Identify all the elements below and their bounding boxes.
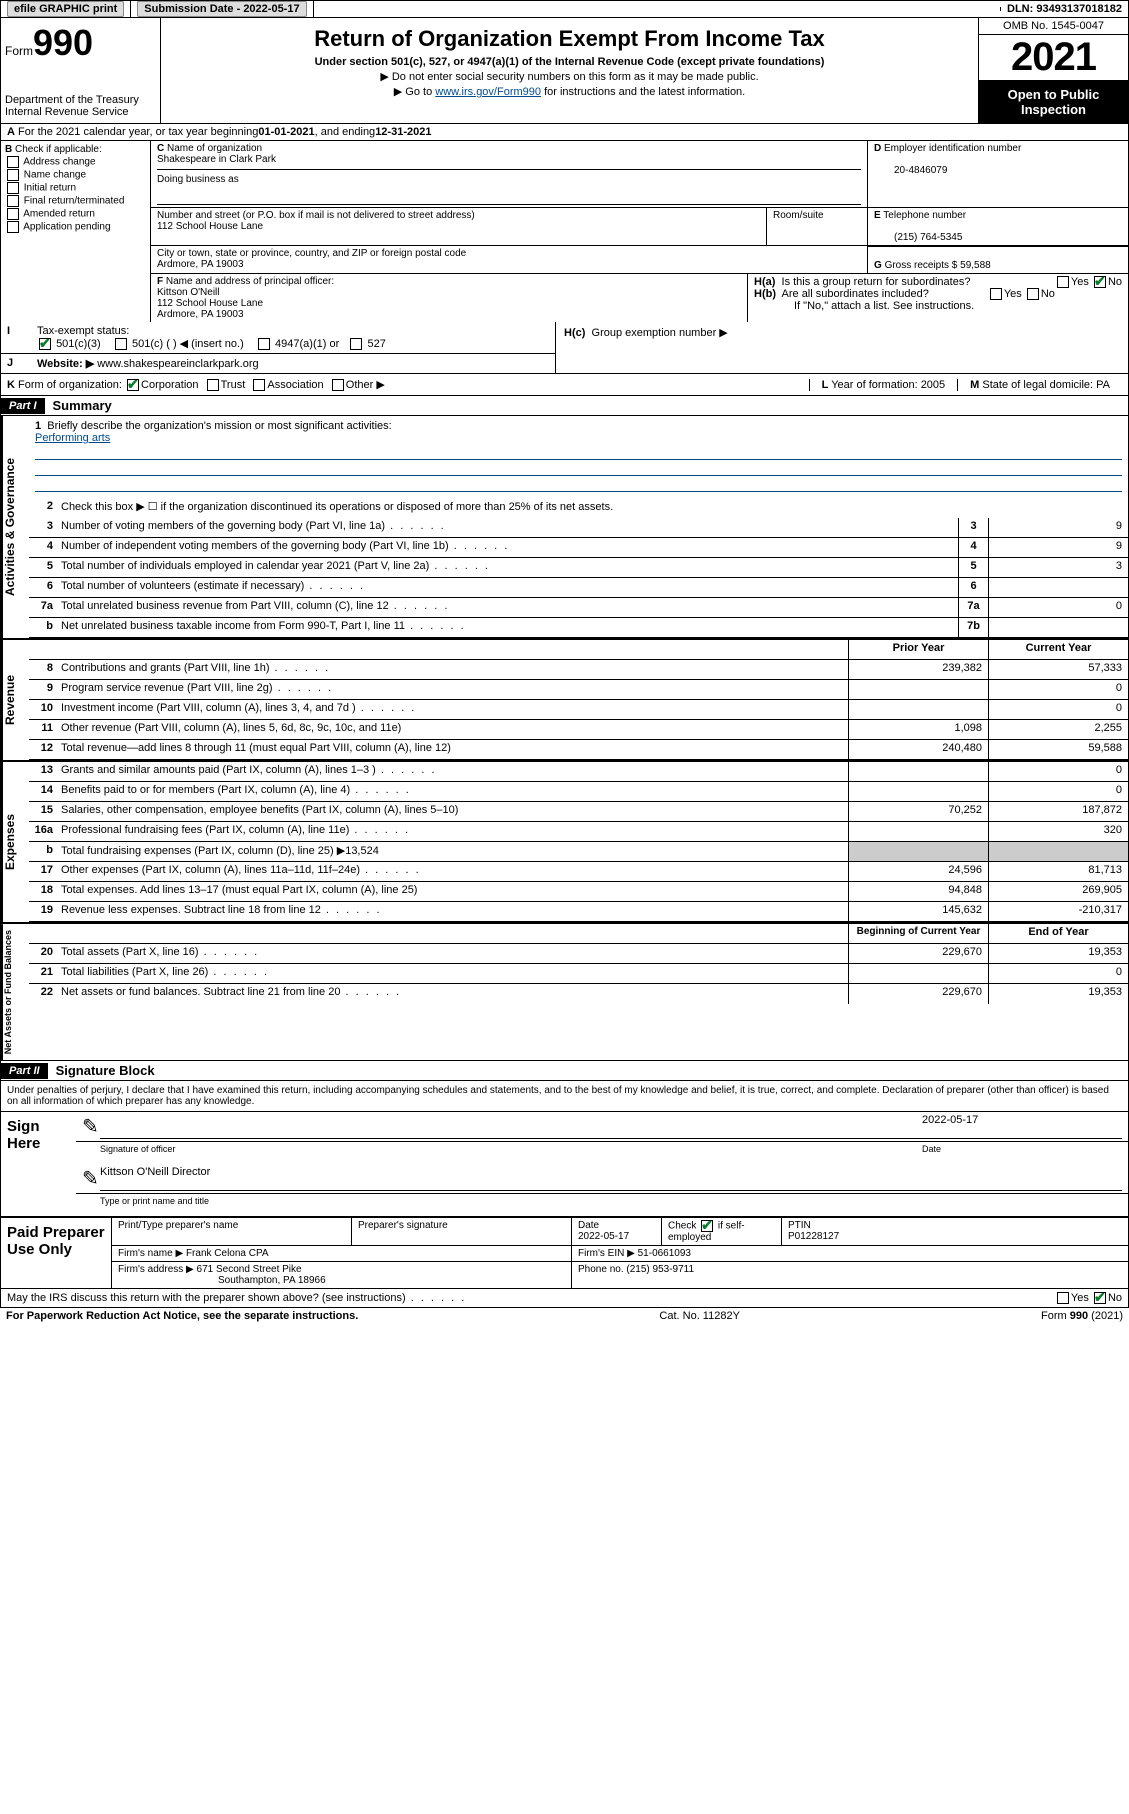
chk-corp[interactable]	[127, 379, 139, 391]
sign-here-label: Sign Here	[1, 1112, 76, 1216]
room-suite-label: Room/suite	[767, 208, 867, 245]
part1-header-row: Part I Summary	[0, 396, 1129, 416]
hb-yes[interactable]	[990, 288, 1002, 300]
phone-value: (215) 764-5345	[894, 232, 962, 243]
part1-badge: Part I	[1, 398, 45, 414]
hb-no[interactable]	[1027, 288, 1039, 300]
part2-badge: Part II	[1, 1063, 48, 1079]
officer-addr2: Ardmore, PA 19003	[157, 309, 244, 320]
line-i: I Tax-exempt status: 501(c)(3) 501(c) ( …	[1, 322, 555, 354]
v3: 9	[988, 518, 1128, 537]
submission-date-button[interactable]: Submission Date - 2022-05-17	[137, 1, 306, 17]
firm-phone: (215) 953-9711	[626, 1264, 694, 1275]
perjury-statement: Under penalties of perjury, I declare th…	[0, 1081, 1129, 1112]
irs-label: Internal Revenue Service	[5, 106, 156, 118]
firm-ein: 51-0661093	[638, 1248, 691, 1259]
form-title: Return of Organization Exempt From Incom…	[171, 26, 968, 52]
subtitle-2: ▶ Do not enter social security numbers o…	[171, 70, 968, 83]
gross-receipts: 59,588	[960, 260, 991, 271]
pra-notice: For Paperwork Reduction Act Notice, see …	[6, 1310, 358, 1322]
sidebar-expenses: Expenses	[1, 762, 29, 922]
org-name: Shakespeare in Clark Park	[157, 154, 276, 165]
sidebar-activities: Activities & Governance	[1, 416, 29, 638]
pen-icon: ✎	[82, 1114, 100, 1139]
officer-addr1: 112 School House Lane	[157, 298, 263, 309]
part2-title: Signature Block	[48, 1061, 163, 1080]
section-bcdefg: B Check if applicable: Address change Na…	[0, 141, 1129, 322]
dln-label: DLN: 93493137018182	[1001, 1, 1128, 17]
irs-link[interactable]: www.irs.gov/Form990	[435, 86, 541, 98]
chk-assoc[interactable]	[253, 379, 265, 391]
paid-preparer-label: Paid Preparer Use Only	[1, 1218, 111, 1288]
firm-addr2: Southampton, PA 18966	[218, 1275, 326, 1286]
open-public-label: Open to Public Inspection	[979, 81, 1128, 123]
efile-button[interactable]: efile GRAPHIC print	[7, 1, 124, 17]
ha-yes[interactable]	[1057, 276, 1069, 288]
top-bar: efile GRAPHIC print Submission Date - 20…	[0, 0, 1129, 18]
v6	[988, 578, 1128, 597]
form-header: Form990 Department of the Treasury Inter…	[0, 18, 1129, 124]
ptin-value: P01228127	[788, 1231, 839, 1242]
omb-label: OMB No. 1545-0047	[979, 18, 1128, 35]
chk-trust[interactable]	[207, 379, 219, 391]
ein-value: 20-4846079	[894, 165, 947, 176]
part2-header-row: Part II Signature Block	[0, 1061, 1129, 1081]
cat-no: Cat. No. 11282Y	[659, 1310, 740, 1322]
sign-here-block: Sign Here ✎ 2022-05-17 Signature of offi…	[0, 1112, 1129, 1218]
year-formation: 2005	[921, 379, 945, 391]
street-address: 112 School House Lane	[157, 221, 263, 232]
chk-initial-return[interactable]: Initial return	[5, 182, 146, 194]
v5: 3	[988, 558, 1128, 577]
box-b: B Check if applicable: Address change Na…	[1, 141, 151, 322]
chk-4947[interactable]	[258, 338, 270, 350]
may-irs-row: May the IRS discuss this return with the…	[0, 1289, 1129, 1308]
sidebar-net-assets: Net Assets or Fund Balances	[1, 924, 29, 1060]
officer-name: Kittson O'Neill	[157, 287, 220, 298]
chk-address-change[interactable]: Address change	[5, 156, 146, 168]
firm-name: Frank Celona CPA	[186, 1248, 269, 1259]
form-number: Form990	[5, 22, 156, 64]
chk-name-change[interactable]: Name change	[5, 169, 146, 181]
chk-501c3[interactable]	[39, 338, 51, 350]
subtitle-3: ▶ Go to www.irs.gov/Form990 for instruct…	[171, 85, 968, 98]
may-irs-yes[interactable]	[1057, 1292, 1069, 1304]
chk-application-pending[interactable]: Application pending	[5, 221, 146, 233]
officer-typed-name: Kittson O'Neill Director	[100, 1166, 1122, 1191]
v7b	[988, 618, 1128, 637]
part1-title: Summary	[45, 396, 120, 415]
dba-line	[157, 189, 861, 205]
subtitle-1: Under section 501(c), 527, or 4947(a)(1)…	[315, 56, 825, 68]
v4: 9	[988, 538, 1128, 557]
page-footer: For Paperwork Reduction Act Notice, see …	[0, 1308, 1129, 1324]
chk-self-employed[interactable]	[701, 1220, 713, 1232]
chk-other[interactable]	[332, 379, 344, 391]
city-value: Ardmore, PA 19003	[157, 259, 244, 270]
activities-governance-grid: Activities & Governance 1 Briefly descri…	[0, 416, 1129, 638]
v7a: 0	[988, 598, 1128, 617]
chk-501c[interactable]	[115, 338, 127, 350]
form-footer: Form 990 (2021)	[1041, 1310, 1123, 1322]
line-klm: K Form of organization: Corporation Trus…	[0, 374, 1129, 396]
ha-no[interactable]	[1094, 276, 1106, 288]
revenue-grid: Revenue Prior YearCurrent Year 8Contribu…	[0, 638, 1129, 760]
sig-date: 2022-05-17	[922, 1114, 1122, 1139]
dept-label: Department of the Treasury	[5, 94, 156, 106]
pen-icon-2: ✎	[82, 1166, 100, 1191]
paid-preparer-block: Paid Preparer Use Only Print/Type prepar…	[0, 1218, 1129, 1289]
website-value: www.shakespeareinclarkpark.org	[97, 358, 258, 370]
chk-amended[interactable]: Amended return	[5, 208, 146, 220]
chk-final-return[interactable]: Final return/terminated	[5, 195, 146, 207]
hb-note: If "No," attach a list. See instructions…	[794, 300, 1122, 312]
state-domicile: PA	[1096, 379, 1110, 391]
firm-addr1: 671 Second Street Pike	[197, 1264, 302, 1275]
chk-527[interactable]	[350, 338, 362, 350]
sidebar-revenue: Revenue	[1, 640, 29, 760]
expenses-grid: Expenses 13Grants and similar amounts pa…	[0, 760, 1129, 922]
mission-value: Performing arts	[35, 432, 110, 444]
tax-year: 2021	[979, 35, 1128, 81]
line-j: J Website: ▶ www.shakespeareinclarkpark.…	[1, 354, 555, 373]
line-a: A For the 2021 calendar year, or tax yea…	[0, 124, 1129, 141]
may-irs-no[interactable]	[1094, 1292, 1106, 1304]
net-assets-grid: Net Assets or Fund Balances Beginning of…	[0, 922, 1129, 1061]
